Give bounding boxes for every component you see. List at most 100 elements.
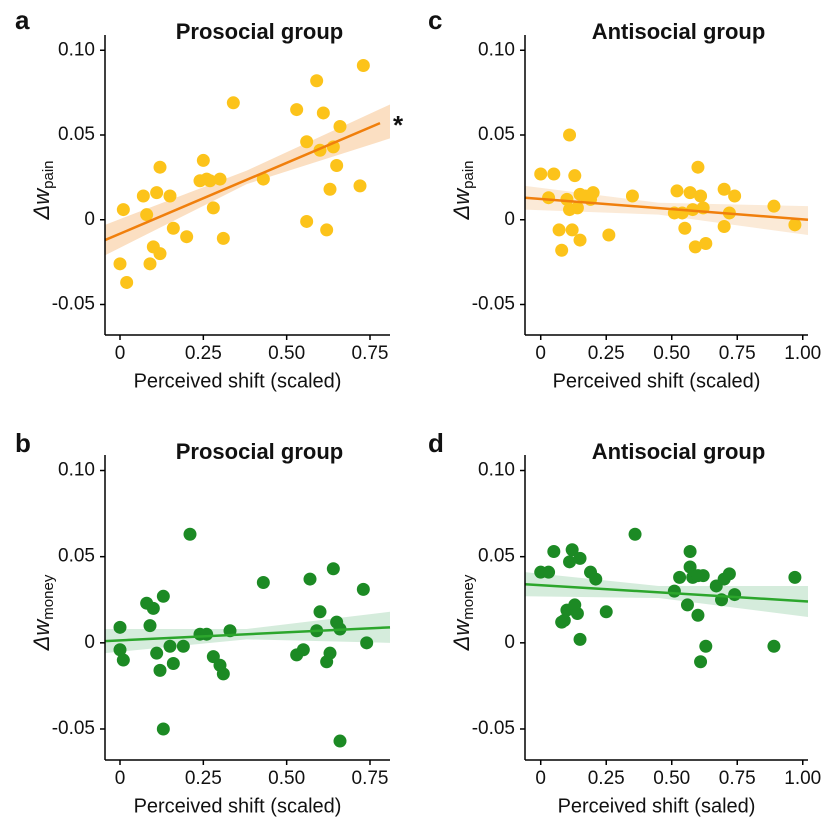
data-point [196,153,210,167]
data-point [150,646,164,660]
data-point [563,555,577,569]
panel: d Antisocial group Perceived shift (saled)… [428,428,821,817]
y-tick-label: 0.10 [478,460,515,481]
data-point [113,643,127,657]
data-point [330,159,344,173]
data-point [203,174,217,188]
data-point [333,120,347,134]
data-point [625,189,639,203]
data-point [153,160,167,174]
y-tick-label: 0.10 [478,39,515,60]
y-axis-label-sub: money [40,574,57,620]
data-point [213,172,227,186]
y-axis-label: Δwpain [449,160,477,220]
data-point [573,551,587,565]
data-point [552,223,566,237]
data-point [360,636,374,650]
data-point [547,544,561,558]
data-point [120,275,134,289]
x-tick-label: 0.25 [185,768,222,789]
data-point [694,189,708,203]
y-tick-label: 0.05 [478,124,515,145]
panel-letter: d [428,428,444,458]
data-point [699,236,713,250]
panel-title: Antisocial group [592,19,766,44]
data-point [353,179,367,193]
data-point [300,135,314,149]
data-point [163,189,177,203]
data-point [166,221,180,235]
x-axis-label: Perceived shift (scaled) [134,795,342,817]
y-tick-label: -0.05 [472,718,515,739]
y-axis-label: Δwmoney [449,574,477,651]
data-point [166,657,180,671]
data-point [136,189,150,203]
data-point [290,103,304,117]
y-axis-label-main: Δw [29,618,54,652]
x-tick-label: 0.75 [719,768,756,789]
x-tick-label: 0.50 [268,768,305,789]
data-point [143,619,157,633]
data-point [356,582,370,596]
panel-letter: a [15,5,30,35]
data-point [313,605,327,619]
data-point [150,186,164,200]
y-tick-label: 0.05 [58,124,95,145]
fit-line [104,626,391,643]
data-point [323,182,337,196]
y-tick-label: -0.05 [52,294,95,315]
data-point [557,613,571,627]
data-point [788,218,802,232]
panel-letter: c [428,5,442,35]
data-point [163,639,177,653]
data-point [183,527,197,541]
y-tick-label: -0.05 [52,718,95,739]
data-point [728,189,742,203]
data-point [691,608,705,622]
y-axis-label-sub: pain [40,160,57,188]
x-axis-label: Perceived shift (scaled) [134,370,342,392]
data-point [326,562,340,576]
y-axis-label: Δwmoney [29,574,57,651]
data-point [300,214,314,228]
y-tick-label: -0.05 [472,294,515,315]
x-tick-label: 0.50 [653,768,690,789]
confidence-band [105,611,390,654]
fit-line [104,121,381,242]
data-point [599,605,613,619]
data-point [333,734,347,748]
data-point [560,192,574,206]
data-point [116,653,130,667]
data-point [180,230,194,244]
x-tick-label: 0 [115,768,126,789]
data-point [699,639,713,653]
data-point [788,570,802,584]
x-tick-label: 0.25 [588,343,625,364]
data-point [670,184,684,198]
y-axis-label-main: Δw [449,618,474,652]
data-point [568,169,582,183]
x-tick-label: 0.50 [653,343,690,364]
data-point [565,543,579,557]
panel: c Antisocial group Perceived shift (scaled… [428,5,821,392]
data-point [563,128,577,142]
x-axis-label: Perceived shift (scaled) [553,370,761,392]
y-tick-label: 0 [504,632,515,653]
data-point [683,544,697,558]
panel: a Prosocial group Perceived shift (scaled)… [15,5,404,392]
data-point [226,96,240,110]
data-point [216,231,230,245]
x-tick-label: 0.75 [352,343,389,364]
data-point [767,199,781,213]
x-tick-label: 1.00 [784,343,821,364]
panel-title: Prosocial group [176,439,343,464]
data-point [565,223,579,237]
data-point [542,565,556,579]
data-point [316,106,330,120]
x-tick-label: 0 [115,343,126,364]
fit-line [524,582,809,603]
y-axis-label: Δwpain [29,160,57,220]
data-point [589,572,603,586]
x-tick-label: 0.75 [352,768,389,789]
y-axis-label-main: Δw [449,187,474,221]
